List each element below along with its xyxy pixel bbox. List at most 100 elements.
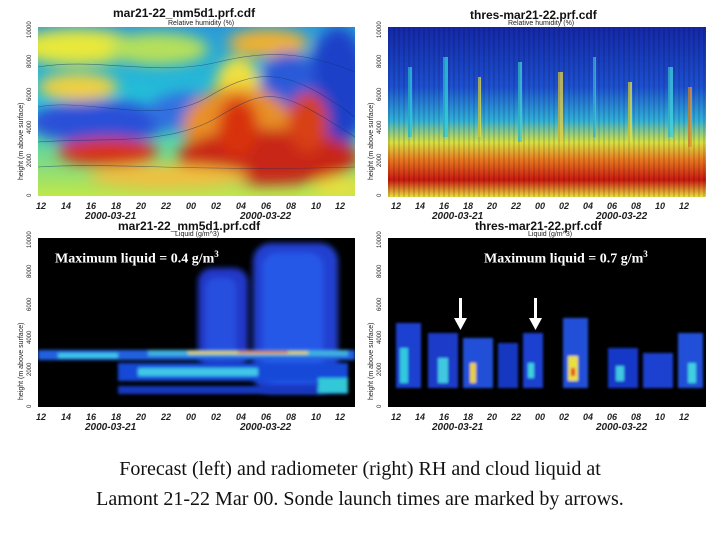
tl-ytick: 2000 bbox=[27, 153, 33, 167]
tl-heatmap-svg bbox=[38, 27, 355, 196]
bl-xtick: 16 bbox=[86, 412, 97, 422]
bl-xtick: 12 bbox=[335, 412, 346, 422]
bl-ylabel: height (m above surface) bbox=[18, 322, 25, 400]
bl-heatmap bbox=[38, 238, 355, 407]
bl-xtick: 14 bbox=[61, 412, 72, 422]
bl-date-2: 2000-03-22 bbox=[240, 422, 292, 433]
caption-line-2: Lamont 21-22 Mar 00. Sonde launch times … bbox=[96, 488, 624, 510]
tr-xtick: 20 bbox=[487, 201, 498, 211]
tr-xtick: 14 bbox=[415, 201, 426, 211]
bl-xtick: 04 bbox=[236, 412, 247, 422]
caption-line-1: Forecast (left) and radiometer (right) R… bbox=[119, 458, 601, 480]
tr-title: thres-mar21-22.prf.cdf bbox=[470, 8, 597, 22]
bl-ytick: 4000 bbox=[27, 330, 33, 344]
tr-xtick: 10 bbox=[655, 201, 666, 211]
br-xtick: 00 bbox=[535, 412, 546, 422]
bl-xtick: 10 bbox=[311, 412, 322, 422]
tr-xtick: 08 bbox=[631, 201, 642, 211]
bl-xtick: 20 bbox=[136, 412, 147, 422]
br-xtick: 16 bbox=[439, 412, 450, 422]
tl-ylabel: height (m above surface) bbox=[18, 102, 25, 180]
tr-xtick: 18 bbox=[463, 201, 474, 211]
tl-subtitle: Relative humidity (%) bbox=[168, 20, 235, 27]
tr-xtick: 12 bbox=[391, 201, 402, 211]
br-ylabel: height (m above surface) bbox=[368, 322, 375, 400]
tr-xtick: 00 bbox=[535, 201, 546, 211]
br-ytick: 2000 bbox=[377, 362, 383, 376]
tl-ytick: 10000 bbox=[27, 21, 33, 38]
tl-heatmap bbox=[38, 27, 355, 196]
br-xtick: 20 bbox=[487, 412, 498, 422]
bl-ytick: 10000 bbox=[27, 231, 33, 248]
bl-xtick: 22 bbox=[161, 412, 172, 422]
bl-subtitle: Liquid (g/m^3) bbox=[175, 231, 220, 238]
tr-xtick: 04 bbox=[583, 201, 594, 211]
br-date-2: 2000-03-22 bbox=[596, 422, 648, 433]
br-ytick: 8000 bbox=[377, 264, 383, 278]
tr-ytick: 6000 bbox=[377, 87, 383, 101]
br-xtick: 14 bbox=[415, 412, 426, 422]
br-subtitle: Liquid (g/m^3) bbox=[528, 231, 573, 238]
bl-ytick: 2000 bbox=[27, 362, 33, 376]
bl-ytick: 8000 bbox=[27, 264, 33, 278]
bl-xtick: 08 bbox=[286, 412, 297, 422]
br-ytick: 10000 bbox=[377, 231, 383, 248]
br-max-liquid-text: Maximum liquid = 0.7 g/m bbox=[484, 251, 644, 267]
br-xtick: 18 bbox=[463, 412, 474, 422]
br-title: thres-mar21-22.prf.cdf bbox=[475, 219, 602, 233]
br-xtick: 02 bbox=[559, 412, 570, 422]
tr-subtitle: Relative humidity (%) bbox=[508, 20, 575, 27]
tl-xtick: 12 bbox=[36, 201, 47, 211]
bl-xtick: 00 bbox=[186, 412, 197, 422]
tr-xtick: 12 bbox=[679, 201, 690, 211]
tr-xtick: 02 bbox=[559, 201, 570, 211]
bl-max-liquid-sup: 3 bbox=[214, 249, 219, 259]
tl-xtick: 06 bbox=[261, 201, 272, 211]
br-heatmap bbox=[388, 238, 706, 407]
tl-xtick: 04 bbox=[236, 201, 247, 211]
br-max-liquid-label: Maximum liquid = 0.7 g/m3 bbox=[484, 249, 648, 268]
tr-ytick: 0 bbox=[377, 193, 383, 197]
tl-ytick: 0 bbox=[27, 193, 33, 197]
bl-title: mar21-22_mm5d1.prf.cdf bbox=[118, 219, 261, 233]
tl-date-1: 2000-03-21 bbox=[85, 211, 137, 222]
br-xtick: 10 bbox=[655, 412, 666, 422]
tl-xtick: 00 bbox=[186, 201, 197, 211]
tr-heatmap bbox=[388, 27, 706, 197]
tl-xtick: 12 bbox=[335, 201, 346, 211]
br-heatmap-svg bbox=[388, 238, 706, 407]
tl-xtick: 16 bbox=[86, 201, 97, 211]
br-xtick: 12 bbox=[391, 412, 402, 422]
br-ytick: 4000 bbox=[377, 330, 383, 344]
tl-xtick: 02 bbox=[211, 201, 222, 211]
br-xtick: 06 bbox=[607, 412, 618, 422]
tr-date-1: 2000-03-21 bbox=[432, 211, 484, 222]
bl-max-liquid-label: Maximum liquid = 0.4 g/m3 bbox=[55, 249, 219, 268]
bl-xtick: 06 bbox=[261, 412, 272, 422]
br-ytick: 0 bbox=[377, 404, 383, 408]
bl-date-1: 2000-03-21 bbox=[85, 422, 137, 433]
br-xtick: 04 bbox=[583, 412, 594, 422]
br-ytick: 6000 bbox=[377, 297, 383, 311]
tr-ytick: 10000 bbox=[377, 21, 383, 38]
tl-xtick: 20 bbox=[136, 201, 147, 211]
tl-xtick: 14 bbox=[61, 201, 72, 211]
bl-ytick: 0 bbox=[27, 404, 33, 408]
bl-heatmap-svg bbox=[38, 238, 355, 407]
bl-max-liquid-text: Maximum liquid = 0.4 g/m bbox=[55, 251, 215, 267]
tl-ytick: 4000 bbox=[27, 120, 33, 134]
tl-title: mar21-22_mm5d1.prf.cdf bbox=[113, 6, 256, 20]
tl-xtick: 10 bbox=[311, 201, 322, 211]
bl-xtick: 18 bbox=[111, 412, 122, 422]
br-xtick: 22 bbox=[511, 412, 522, 422]
tr-xtick: 22 bbox=[511, 201, 522, 211]
bl-xtick: 02 bbox=[211, 412, 222, 422]
tr-ylabel: height (m above surface) bbox=[368, 102, 375, 180]
tl-xtick: 18 bbox=[111, 201, 122, 211]
tr-date-2: 2000-03-22 bbox=[596, 211, 648, 222]
tl-xtick: 08 bbox=[286, 201, 297, 211]
tr-xtick: 06 bbox=[607, 201, 618, 211]
tl-date-2: 2000-03-22 bbox=[240, 211, 292, 222]
tl-ytick: 8000 bbox=[27, 54, 33, 68]
tl-xtick: 22 bbox=[161, 201, 172, 211]
